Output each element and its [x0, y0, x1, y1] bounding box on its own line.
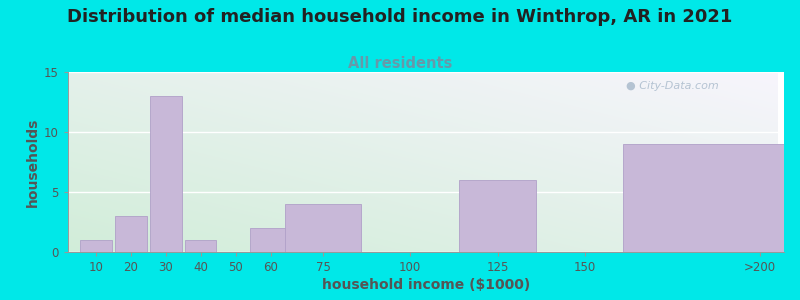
Bar [623, 144, 791, 252]
X-axis label: household income ($1000): household income ($1000) [322, 278, 530, 292]
Text: All residents: All residents [348, 56, 452, 70]
Bar [250, 228, 291, 252]
Bar [150, 96, 182, 252]
Text: ● City-Data.com: ● City-Data.com [626, 81, 719, 91]
Bar [285, 204, 362, 252]
Bar [80, 240, 112, 252]
Bar [185, 240, 217, 252]
Text: Distribution of median household income in Winthrop, AR in 2021: Distribution of median household income … [67, 8, 733, 26]
Bar [115, 216, 146, 252]
Bar [459, 180, 536, 252]
Y-axis label: households: households [26, 117, 40, 207]
